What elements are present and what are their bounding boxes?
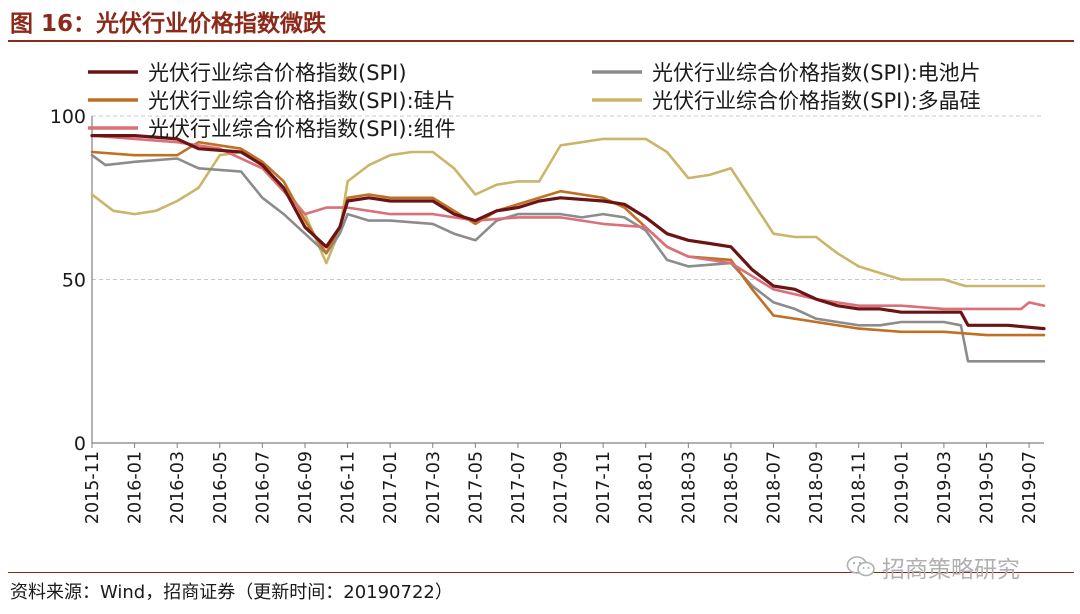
x-tick-labels: 2015-11 2016-01 2016-03 2016-05 2016-07 2016-… [83,451,1040,524]
x-tick-label: 2019-07 [1020,451,1040,524]
watermark: 招商策略研究 [846,550,1020,584]
x-tick-label: 2016-01 [126,451,146,524]
gridlines [92,115,1044,280]
legend-label: 光伏行业综合价格指数(SPI):电池片 [652,61,981,85]
x-tick-label: 2017-07 [509,451,529,524]
legend-label: 光伏行业综合价格指数(SPI):多晶硅 [652,89,981,113]
x-tick-label: 2019-01 [892,451,912,524]
axes [91,116,1044,448]
x-tick-label: 2018-11 [850,451,870,524]
x-tick-label: 2017-09 [552,451,572,524]
x-tick-label: 2018-01 [637,451,657,524]
x-tick-label: 2017-11 [594,451,614,524]
wechat-icon [846,556,875,577]
x-tick-label: 2017-01 [381,451,401,524]
y-tick-label: 100 [50,106,86,128]
y-tick-label: 0 [74,433,86,455]
x-tick-label: 2018-07 [765,451,785,524]
figure-title: 图 16：光伏行业价格指数微跌 [10,11,327,37]
y-tick-labels: 0 50 100 [50,106,86,455]
x-tick-label: 2019-03 [935,451,955,524]
x-tick-label: 2019-05 [977,451,997,524]
x-tick-label: 2016-07 [253,451,273,524]
x-tick-label: 2016-11 [339,451,359,524]
watermark-text: 招商策略研究 [882,557,1020,583]
series-line [90,153,1046,363]
legend-label: 光伏行业综合价格指数(SPI):硅片 [148,89,456,113]
legend-label: 光伏行业综合价格指数(SPI) [148,61,407,85]
y-tick-label: 50 [62,270,86,292]
source-divider [8,572,1074,573]
legend: 光伏行业综合价格指数(SPI) 光伏行业综合价格指数(SPI):电池片光伏行业综合… [88,61,981,141]
source-note: 资料来源：Wind，招商证券（更新时间：20190722） [10,582,453,603]
title-divider [8,40,1074,42]
series-line [90,137,1046,288]
series-lines [90,134,1046,363]
x-tick-label: 2016-09 [296,451,316,524]
legend-label: 光伏行业综合价格指数(SPI):组件 [148,117,456,141]
x-tick-label: 2018-09 [807,451,827,524]
x-tick-label: 2018-03 [679,451,699,524]
series-line [90,140,1046,337]
x-tick-label: 2015-11 [83,451,103,524]
x-tick-label: 2018-05 [722,451,742,524]
x-tick-label: 2016-05 [211,451,231,524]
x-tick-label: 2016-03 [168,451,188,524]
series-line [90,134,1046,331]
x-tick-label: 2017-03 [424,451,444,524]
series-line [90,134,1046,311]
x-tick-label: 2017-05 [466,451,486,524]
